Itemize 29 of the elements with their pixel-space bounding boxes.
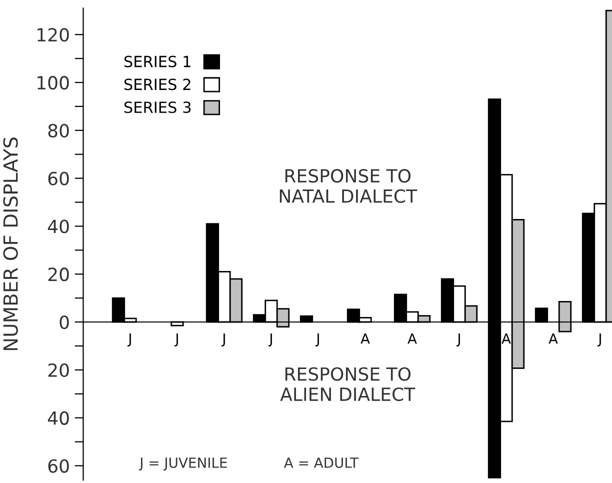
y-tick-label: 20 [48, 268, 69, 282]
y-tick-label: 100 [38, 76, 69, 90]
annotation: RESPONSE TO ALIEN DIALECT [280, 367, 416, 402]
y-tick-label: 60 [48, 172, 69, 186]
legend-label: SERIES 2 [124, 78, 190, 90]
x-tick-label: A [548, 334, 558, 344]
x-tick-label: J [221, 334, 225, 346]
x-tick-label: J [456, 334, 460, 346]
x-tick-label: J [174, 334, 178, 346]
y-tick-label: 120 [38, 28, 69, 42]
annotation: J = JUVENILE [138, 458, 227, 471]
y-tick-label: 40 [48, 220, 69, 234]
annotation: RESPONSE TO NATAL DIALECT [280, 169, 418, 203]
x-tick-label: A [502, 334, 511, 344]
y-tick-label: 80 [48, 124, 69, 138]
x-tick-label: A [360, 334, 370, 344]
y-tick-label: 60 [48, 459, 69, 473]
y-axis-title: NUMBER OF DISPLAYS [3, 137, 18, 350]
x-tick-label: J [127, 334, 131, 346]
legend-label: SERIES 3 [124, 101, 191, 114]
x-tick-label: J [597, 334, 601, 346]
y-tick-label: 0 [60, 315, 69, 330]
legend-label: SERIES 1 [124, 56, 190, 68]
annotation: A = ADULT [284, 458, 359, 468]
x-tick-label: J [268, 334, 272, 346]
y-tick-label: 40 [48, 411, 69, 425]
x-tick-label: J [315, 334, 319, 346]
x-tick-label: A [408, 334, 417, 344]
y-tick-label: 20 [48, 363, 69, 378]
